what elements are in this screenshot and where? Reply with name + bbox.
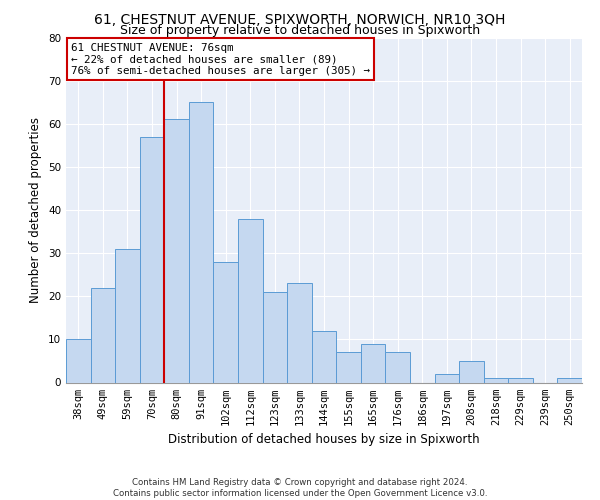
Bar xyxy=(484,378,508,382)
Bar xyxy=(66,340,91,382)
Bar xyxy=(459,361,484,382)
Bar xyxy=(434,374,459,382)
Bar xyxy=(189,102,214,382)
Bar xyxy=(263,292,287,382)
Text: Contains HM Land Registry data © Crown copyright and database right 2024.
Contai: Contains HM Land Registry data © Crown c… xyxy=(113,478,487,498)
Bar xyxy=(140,136,164,382)
Bar xyxy=(361,344,385,382)
Bar xyxy=(214,262,238,382)
Bar xyxy=(557,378,582,382)
Bar xyxy=(91,288,115,382)
Bar xyxy=(164,120,189,382)
Bar xyxy=(287,284,312,382)
Text: 61, CHESTNUT AVENUE, SPIXWORTH, NORWICH, NR10 3QH: 61, CHESTNUT AVENUE, SPIXWORTH, NORWICH,… xyxy=(94,12,506,26)
Bar xyxy=(336,352,361,382)
Bar xyxy=(115,249,140,382)
X-axis label: Distribution of detached houses by size in Spixworth: Distribution of detached houses by size … xyxy=(168,433,480,446)
Text: 61 CHESTNUT AVENUE: 76sqm
← 22% of detached houses are smaller (89)
76% of semi-: 61 CHESTNUT AVENUE: 76sqm ← 22% of detac… xyxy=(71,42,370,76)
Text: Size of property relative to detached houses in Spixworth: Size of property relative to detached ho… xyxy=(120,24,480,37)
Bar xyxy=(312,331,336,382)
Bar xyxy=(508,378,533,382)
Bar xyxy=(385,352,410,382)
Y-axis label: Number of detached properties: Number of detached properties xyxy=(29,117,43,303)
Bar xyxy=(238,218,263,382)
